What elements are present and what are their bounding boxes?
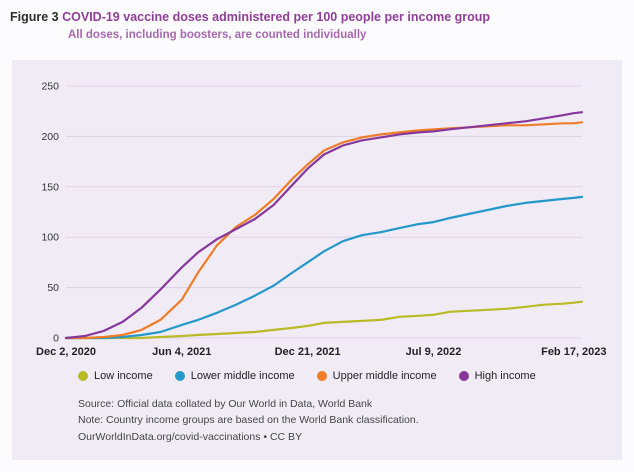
y-tick-label: 100 <box>41 232 59 244</box>
legend-dot-lower-middle-income <box>174 371 185 381</box>
x-tick-label: Jun 4, 2021 <box>152 346 211 358</box>
x-tick-label: Dec 21, 2021 <box>275 346 341 358</box>
legend-label: High income <box>474 370 536 382</box>
source-line: Source: Official data collated by Our Wo… <box>78 398 373 410</box>
legend-dot-low-income <box>78 371 88 381</box>
legend-item-low-income: Low income <box>78 370 153 382</box>
legend-dot-upper-middle-income <box>316 371 327 381</box>
legend-item-upper-middle-income: Upper middle income <box>316 370 437 382</box>
figure-header: Figure 3 COVID-19 vaccine doses administ… <box>0 0 634 43</box>
series-line-lower-middle-income <box>64 195 584 340</box>
y-tick-label: 50 <box>47 282 59 294</box>
y-tick-label: 150 <box>41 181 59 193</box>
legend-label: Lower middle income <box>190 370 295 382</box>
legend-label: Upper middle income <box>332 370 437 382</box>
legend-item-high-income: High income <box>458 370 536 382</box>
legend-item-lower-middle-income: Lower middle income <box>174 370 295 382</box>
credit-line: OurWorldInData.org/covid-vaccinations • … <box>78 430 303 443</box>
y-tick-label: 0 <box>53 333 59 345</box>
legend-label: Low income <box>94 370 153 382</box>
figure-title: COVID-19 vaccine doses administered per … <box>62 10 491 24</box>
series-line-high-income <box>64 111 584 340</box>
x-tick-label: Dec 2, 2020 <box>36 346 96 358</box>
series-line-upper-middle-income <box>64 121 584 340</box>
series-line-low-income <box>64 300 584 340</box>
legend-dot-high-income <box>458 371 469 381</box>
x-tick-label: Jul 9, 2022 <box>406 346 462 358</box>
note-line: Note: Country income groups are based on… <box>78 414 419 427</box>
source-block: Source: Official data collated by Our Wo… <box>78 396 608 445</box>
legend: Low income Lower middle income Upper mid… <box>78 370 608 382</box>
figure-subtitle: All doses, including boosters, are count… <box>68 28 367 41</box>
figure-label: Figure 3 <box>10 10 59 24</box>
y-tick-label: 200 <box>41 131 59 143</box>
y-tick-label: 250 <box>41 81 59 93</box>
chart-panel: 0 50 100 150 200 250 Dec 2, 2020 Jun 4, 2021 Dec… <box>12 60 622 460</box>
line-chart: 0 50 100 150 200 250 Dec 2, 2020 Jun 4, 2021 Dec… <box>36 81 607 359</box>
x-tick-label: Feb 17, 2023 <box>541 346 606 358</box>
